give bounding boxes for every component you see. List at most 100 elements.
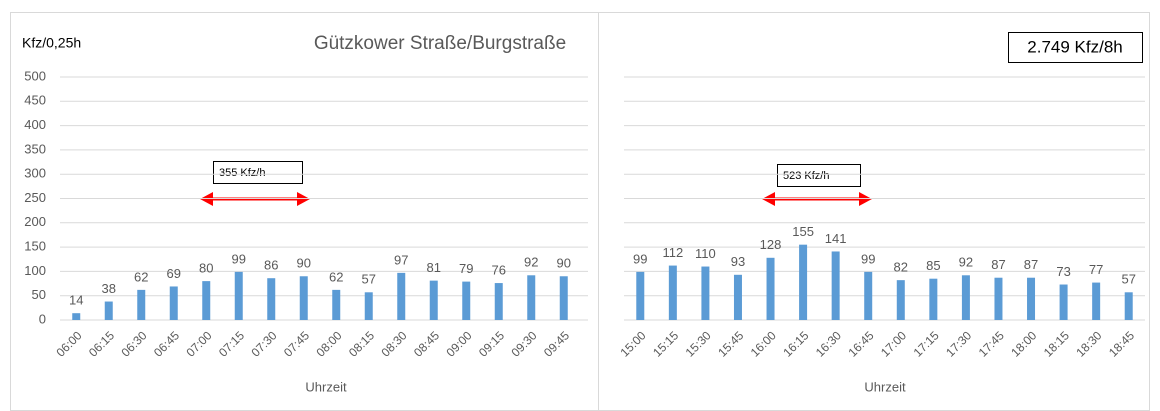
y-tick-label: 250: [24, 190, 46, 205]
data-label: 99: [861, 251, 875, 266]
bar: [234, 271, 243, 320]
y-tick-label: 350: [24, 141, 46, 156]
x-tick-label: 18:00: [1008, 328, 1039, 359]
bar: [929, 278, 938, 320]
bar: [299, 276, 308, 320]
data-label: 80: [199, 261, 213, 276]
data-label: 110: [695, 246, 716, 261]
bar: [332, 289, 341, 320]
data-label: 57: [1121, 272, 1135, 287]
annotation: 523 Kfz/h: [783, 170, 829, 182]
chart-title: Gützkower Straße/Burgstraße: [314, 33, 566, 54]
bar: [104, 301, 113, 320]
annotation-box: [777, 164, 861, 187]
x-tick-label: 07:00: [183, 328, 214, 359]
y-tick-label: 400: [24, 117, 46, 132]
bar: [961, 275, 970, 320]
x-tick-label: 17:15: [911, 328, 942, 359]
annotation: 355 Kfz/h: [219, 167, 265, 179]
data-label: 87: [1024, 257, 1038, 272]
data-label: 90: [557, 256, 571, 271]
x-tick-label: 06:45: [151, 328, 182, 359]
bar: [72, 313, 81, 320]
x-tick-label: 16:15: [780, 328, 811, 359]
data-label: 87: [991, 257, 1005, 272]
bar: [896, 280, 905, 320]
data-label: 73: [1056, 264, 1070, 279]
x-tick-label: 06:30: [118, 328, 149, 359]
y-axis-label: Kfz/0,25h: [22, 35, 81, 51]
bar: [799, 244, 808, 320]
y-tick-label: 0: [39, 311, 46, 326]
y-tick-label: 50: [32, 287, 46, 302]
data-label: 155: [792, 224, 814, 239]
data-label: 81: [427, 260, 441, 275]
x-tick-label: 09:30: [508, 328, 539, 359]
bar: [1092, 282, 1101, 320]
bar: [701, 266, 710, 320]
bar: [462, 281, 471, 320]
x-tick-label: 16:00: [748, 328, 779, 359]
bar: [831, 251, 840, 320]
x-axis-label: Uhrzeit: [305, 379, 347, 394]
bar: [527, 275, 536, 320]
x-tick-label: 18:15: [1041, 328, 1072, 359]
bar: [169, 286, 178, 320]
data-label: 77: [1089, 262, 1103, 277]
x-tick-label: 17:45: [976, 328, 1007, 359]
bar: [137, 289, 146, 320]
bar: [267, 278, 276, 320]
data-label: 112: [662, 245, 683, 260]
bar: [1027, 277, 1036, 320]
bar: [766, 257, 775, 320]
data-label: 99: [633, 251, 647, 266]
x-tick-label: 18:30: [1073, 328, 1104, 359]
bar: [1059, 284, 1068, 320]
data-label: 92: [959, 255, 973, 270]
data-label: 69: [167, 266, 181, 281]
data-label: 79: [459, 261, 473, 276]
data-label: 85: [926, 258, 940, 273]
x-tick-label: 09:15: [476, 328, 507, 359]
data-label: 92: [524, 255, 538, 270]
bar: [994, 277, 1003, 320]
x-tick-label: 06:15: [86, 328, 117, 359]
data-label: 62: [134, 269, 148, 284]
bar: [733, 274, 742, 320]
data-label: 93: [731, 254, 745, 269]
x-tick-label: 09:45: [541, 328, 572, 359]
data-label: 57: [362, 272, 376, 287]
data-label: 128: [760, 237, 782, 252]
x-tick-label: 09:00: [443, 328, 474, 359]
data-label: 82: [894, 260, 908, 275]
bar: [1124, 292, 1133, 320]
x-tick-label: 07:15: [216, 328, 247, 359]
y-tick-label: 200: [24, 214, 46, 229]
bar: [559, 276, 568, 320]
y-tick-label: 300: [24, 166, 46, 181]
data-label: 99: [232, 251, 246, 266]
x-tick-label: 15:45: [715, 328, 746, 359]
x-tick-label: 16:30: [813, 328, 844, 359]
x-tick-label: 17:30: [943, 328, 974, 359]
x-tick-label: 08:00: [313, 328, 344, 359]
data-label: 86: [264, 258, 278, 273]
data-label: 141: [825, 231, 847, 246]
total-label: 2.749 Kfz/8h: [1027, 37, 1122, 56]
data-label: 90: [297, 256, 311, 271]
x-tick-label: 15:15: [650, 328, 681, 359]
data-label: 62: [329, 269, 343, 284]
bar: [364, 292, 373, 320]
x-tick-label: 06:00: [53, 328, 84, 359]
bar: [668, 265, 677, 320]
annotation-box: [213, 161, 303, 184]
y-tick-label: 500: [24, 68, 46, 83]
data-label: 76: [492, 263, 506, 278]
bar: [864, 271, 873, 320]
y-tick-label: 450: [24, 93, 46, 108]
bar: [494, 283, 503, 320]
x-tick-label: 18:45: [1106, 328, 1137, 359]
total-box: [1008, 32, 1143, 63]
x-tick-label: 08:30: [378, 328, 409, 359]
